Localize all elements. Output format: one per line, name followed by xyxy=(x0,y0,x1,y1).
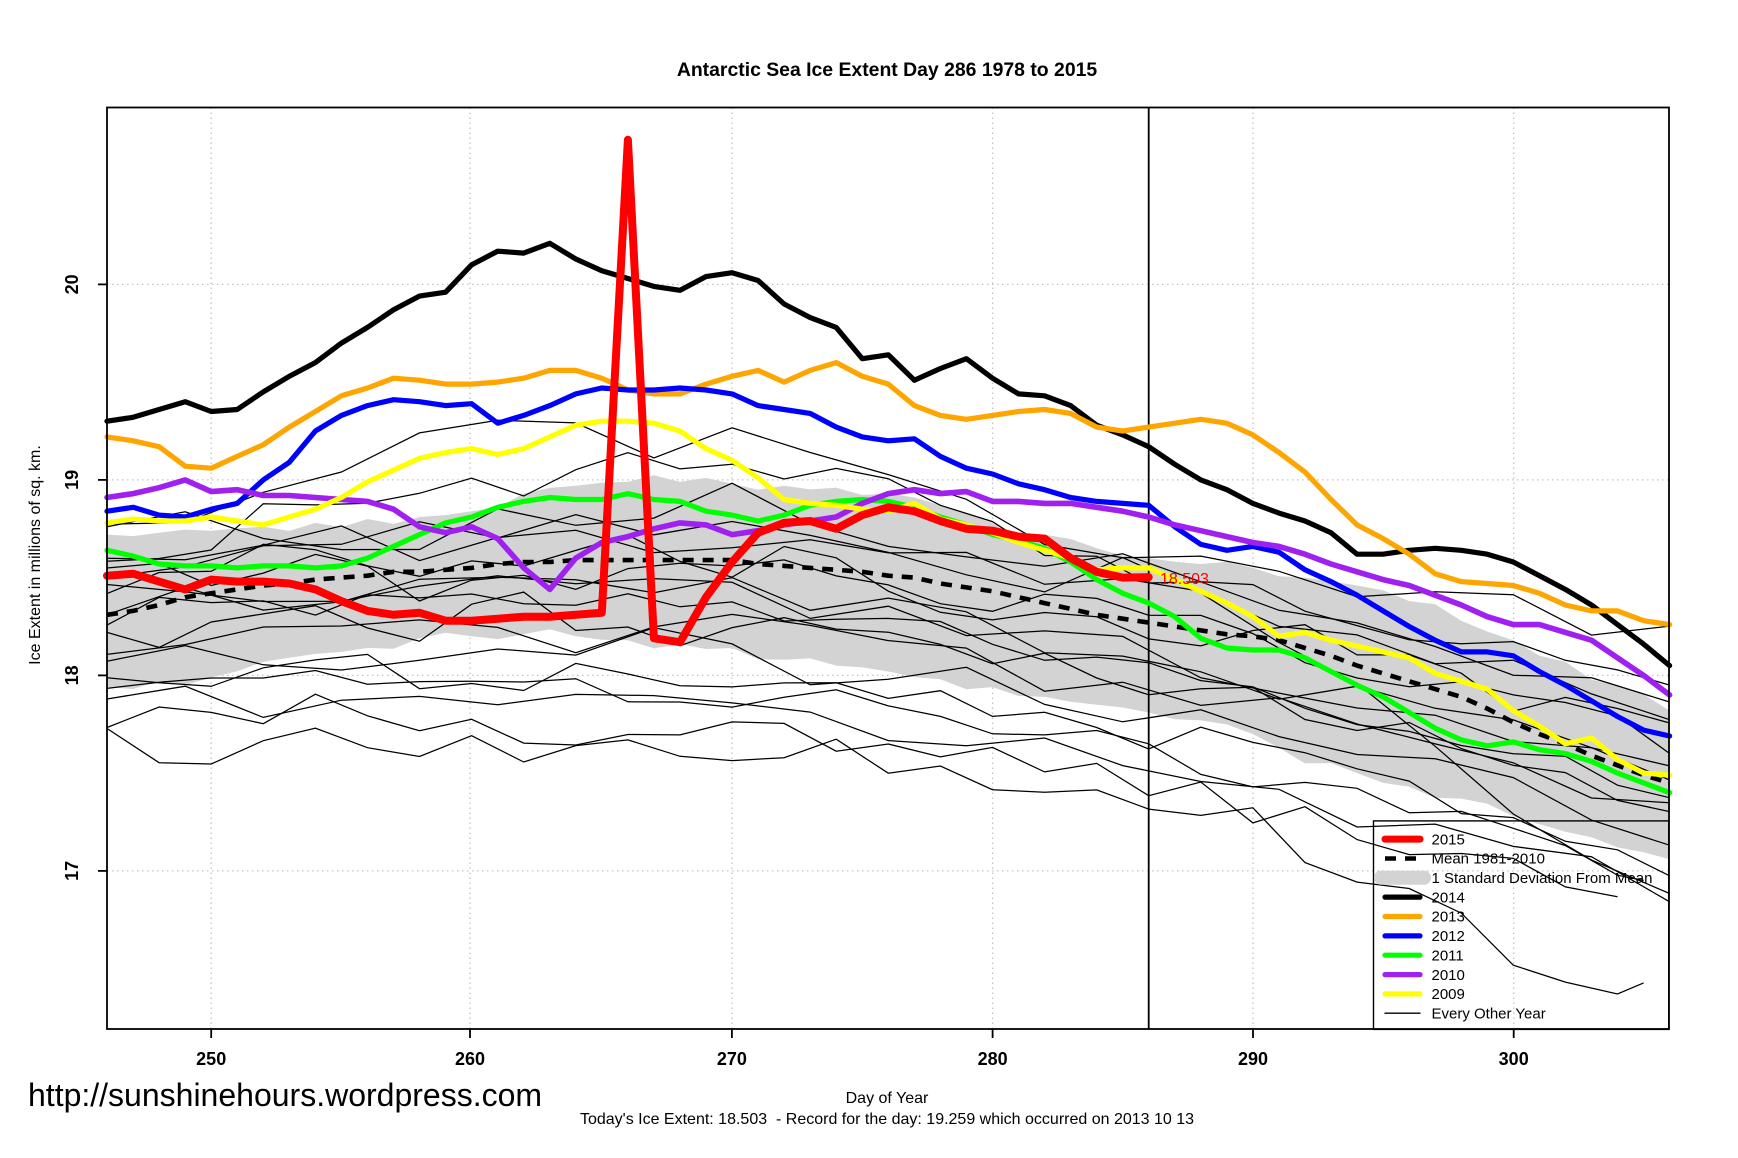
svg-text:2013: 2013 xyxy=(1432,909,1465,926)
svg-text:Day of Year: Day of Year xyxy=(846,1090,929,1107)
svg-text:http://sunshinehours.wordpress: http://sunshinehours.wordpress.com xyxy=(28,1077,542,1113)
svg-text:19: 19 xyxy=(62,470,82,490)
svg-text:250: 250 xyxy=(196,1049,226,1069)
svg-text:Every Other Year: Every Other Year xyxy=(1432,1006,1546,1023)
svg-text:2015: 2015 xyxy=(1432,831,1465,848)
svg-text:17: 17 xyxy=(62,861,82,881)
svg-text:260: 260 xyxy=(455,1049,485,1069)
svg-text:Today's Ice Extent: 18.503 -: Today's Ice Extent: 18.503 - Record for … xyxy=(580,1111,1194,1128)
svg-text:2009: 2009 xyxy=(1432,986,1465,1003)
svg-text:290: 290 xyxy=(1238,1049,1268,1069)
svg-text:2010: 2010 xyxy=(1432,967,1465,984)
svg-text:2014: 2014 xyxy=(1432,889,1465,906)
svg-text:18: 18 xyxy=(62,665,82,685)
svg-text:300: 300 xyxy=(1499,1049,1529,1069)
svg-text:1 Standard Deviation From Mean: 1 Standard Deviation From Mean xyxy=(1432,870,1653,887)
svg-text:Ice Extent in millions of sq.: Ice Extent in millions of sq. km. xyxy=(27,445,44,665)
svg-text:2011: 2011 xyxy=(1432,947,1464,964)
svg-text:18.503: 18.503 xyxy=(1160,571,1209,588)
svg-text:20: 20 xyxy=(62,274,82,294)
svg-text:Mean 1981-2010: Mean 1981-2010 xyxy=(1432,851,1545,868)
svg-text:2012: 2012 xyxy=(1432,928,1465,945)
svg-text:280: 280 xyxy=(978,1049,1008,1069)
svg-text:Antarctic Sea Ice Extent Day 2: Antarctic Sea Ice Extent Day 286 1978 to… xyxy=(677,59,1098,81)
svg-text:270: 270 xyxy=(717,1049,747,1069)
